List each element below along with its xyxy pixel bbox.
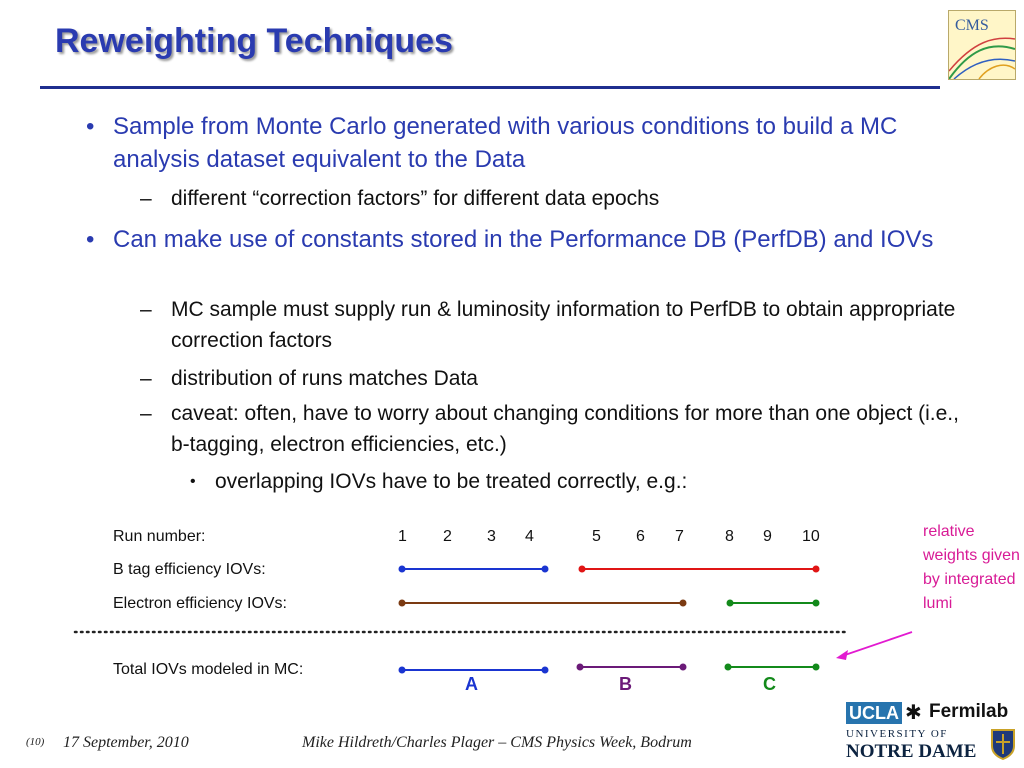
btag-iov-segment-endpoint — [398, 565, 406, 573]
total-iov-segment-endpoint — [576, 663, 584, 671]
electron-iov-label: Electron efficiency IOVs: — [113, 595, 287, 612]
electron-iov-segment-endpoint — [679, 599, 687, 607]
bullet-2-3-text: caveat: often, have to worry about chang… — [171, 402, 959, 456]
run-number: 8 — [725, 528, 734, 545]
total-iov-segment-endpoint — [679, 663, 687, 671]
notre-dame-logo-line2: NOTRE DAME — [846, 741, 977, 762]
bullet-1-1-text: different “correction factors” for diffe… — [171, 187, 660, 210]
run-number: 1 — [398, 528, 407, 545]
electron-iov-segment — [398, 599, 687, 607]
cms-logo: CMS — [948, 10, 1016, 80]
bullet-dot: • — [86, 226, 95, 253]
btag-iov-segment — [578, 565, 820, 573]
bullet-2-text: Can make use of constants stored in the … — [113, 226, 934, 253]
title-rule — [40, 86, 940, 89]
total-iov-segment — [398, 666, 549, 674]
total-iov-segment-endpoint — [398, 666, 406, 674]
fermilab-mark-icon: ✱ — [905, 702, 922, 724]
lumi-weight-note: relative weights given by integrated lum… — [923, 523, 1020, 612]
slide-number: (10) — [26, 736, 45, 748]
iov-letter: A — [465, 674, 478, 694]
cms-logo-graphic — [949, 37, 1015, 79]
bullet-dash: – — [140, 402, 152, 425]
btag-iov-segment — [398, 565, 549, 573]
bullet-dash: – — [140, 367, 152, 390]
iov-letter: C — [763, 674, 776, 694]
bullet-2-1-text: MC sample must supply run & luminosity i… — [171, 298, 956, 352]
total-iov-segment — [576, 663, 687, 671]
total-iov-segment — [724, 663, 820, 671]
run-number: 7 — [675, 528, 684, 545]
cms-logo-text: CMS — [955, 17, 989, 34]
total-iov-segment-endpoint — [724, 663, 732, 671]
slide-title: Reweighting Techniques — [55, 22, 453, 60]
run-number: 10 — [802, 528, 820, 545]
run-number-label: Run number: — [113, 528, 206, 545]
electron-iov-segment — [726, 599, 820, 607]
electron-iov-segment-endpoint — [398, 599, 406, 607]
bullet-dash: – — [140, 298, 152, 321]
total-iov-label: Total IOVs modeled in MC: — [113, 661, 304, 678]
ucla-logo: UCLA — [846, 702, 902, 724]
run-number: 9 — [763, 528, 772, 545]
fermilab-logo: Fermilab — [929, 701, 1009, 722]
bullet-2-2-text: distribution of runs matches Data — [171, 367, 478, 390]
bullet-2-3-1-text: overlapping IOVs have to be treated corr… — [215, 470, 688, 493]
total-iov-segment-endpoint — [541, 666, 549, 674]
bullet-dot: • — [86, 113, 95, 140]
btag-iov-segment-endpoint — [578, 565, 586, 573]
bullet-dot: • — [190, 473, 196, 490]
footer-author: Mike Hildreth/Charles Plager – CMS Physi… — [302, 734, 692, 751]
run-number: 2 — [443, 528, 452, 545]
total-iov-segment-endpoint — [812, 663, 820, 671]
bullet-dash: – — [140, 187, 152, 210]
electron-iov-segment-endpoint — [726, 599, 734, 607]
notre-dame-shield-icon — [991, 729, 1015, 760]
run-number: 3 — [487, 528, 496, 545]
btag-iov-label: B tag efficiency IOVs: — [113, 561, 266, 578]
run-number: 6 — [636, 528, 645, 545]
run-number: 5 — [592, 528, 601, 545]
notre-dame-logo-line1: UNIVERSITY OF — [846, 728, 948, 740]
note-arrow — [836, 631, 913, 660]
iov-letter: B — [619, 674, 632, 694]
btag-iov-segment-endpoint — [541, 565, 549, 573]
btag-iov-segment-endpoint — [812, 565, 820, 573]
footer-date: 17 September, 2010 — [63, 734, 189, 751]
bullet-1-text: Sample from Monte Carlo generated with v… — [113, 113, 898, 173]
run-number: 4 — [525, 528, 534, 545]
electron-iov-segment-endpoint — [812, 599, 820, 607]
